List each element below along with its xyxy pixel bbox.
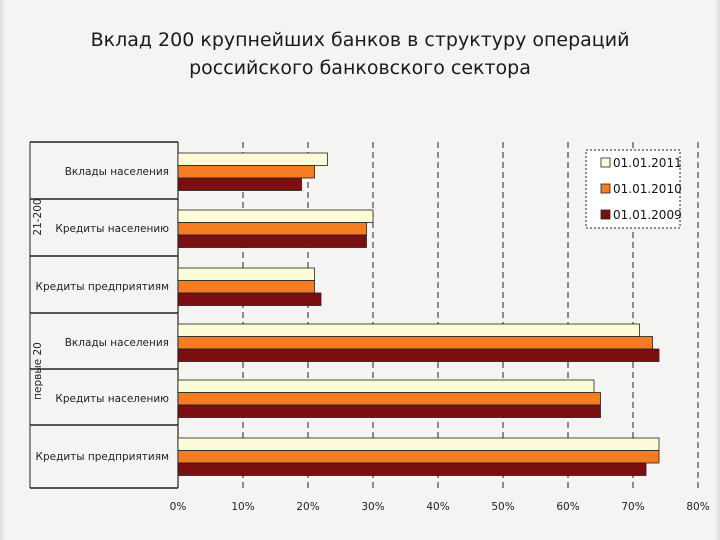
x-tick-label: 40% [426, 501, 449, 513]
bar [177, 323, 640, 337]
slide-left-edge [0, 0, 6, 540]
bar [177, 348, 660, 362]
x-tick-label: 0% [170, 501, 187, 513]
legend-label: 01.01.2009 [613, 208, 682, 222]
category-label: Вклады населения [65, 166, 169, 178]
bar [177, 462, 647, 476]
bar [177, 177, 302, 191]
bar [177, 209, 374, 223]
slide-title-line-1: Вклад 200 крупнейших банков в структуру … [90, 29, 630, 51]
slide-title: Вклад 200 крупнейших банков в структуру … [60, 26, 660, 82]
bar [177, 379, 595, 393]
bar [177, 292, 322, 306]
bar [177, 152, 328, 166]
category-label: Кредиты населению [55, 393, 169, 405]
category-label: Вклады населения [65, 337, 169, 349]
bar [177, 280, 315, 294]
legend-swatch [600, 209, 611, 220]
group-label: первые 20 [32, 342, 44, 400]
chart-legend: 01.01.2011 01.01.2010 01.01.2009 [585, 149, 682, 229]
bar [177, 392, 601, 406]
bar [177, 234, 367, 248]
x-tick-label: 50% [491, 501, 514, 513]
category-label: Кредиты предприятиям [35, 451, 169, 463]
group-label: 21-200 [32, 198, 44, 235]
bar [177, 336, 653, 350]
category-label: Кредиты населению [55, 223, 169, 235]
slide-right-edge [714, 0, 720, 540]
category-label: Кредиты предприятиям [35, 281, 169, 293]
x-tick-label: 10% [231, 501, 254, 513]
bar [177, 450, 660, 464]
bar [177, 404, 601, 418]
x-tick-label: 60% [556, 501, 579, 513]
bar [177, 165, 315, 179]
x-tick-label: 70% [621, 501, 644, 513]
bar [177, 437, 660, 451]
bar [177, 222, 367, 236]
legend-label: 01.01.2010 [613, 182, 682, 196]
bar [177, 267, 315, 281]
legend-swatch [600, 157, 611, 168]
x-tick-label: 30% [361, 501, 384, 513]
legend-swatch [600, 183, 611, 194]
x-tick-label: 80% [686, 501, 709, 513]
legend-label: 01.01.2011 [613, 156, 682, 170]
x-tick-label: 20% [296, 501, 319, 513]
slide-title-line-2: российского банковского сектора [189, 57, 531, 79]
